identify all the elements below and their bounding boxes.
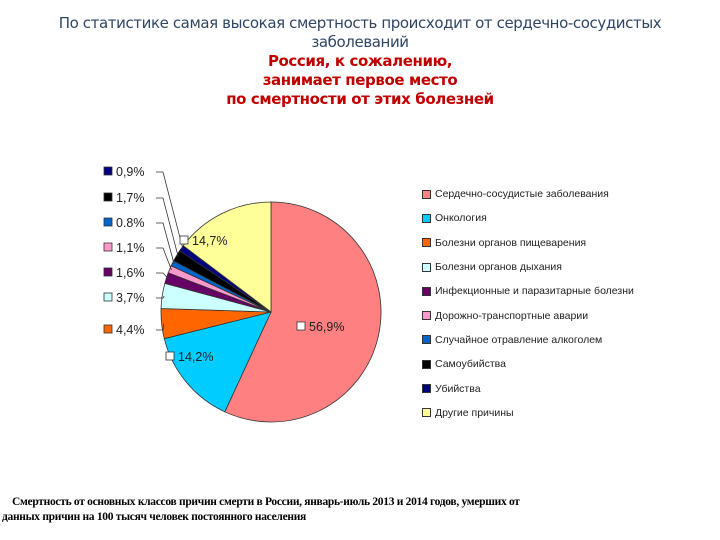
legend-swatch-icon — [422, 359, 431, 369]
pie-label: 3,7% — [103, 291, 165, 305]
label-swatch-icon — [103, 242, 113, 252]
legend-label: Сердечно-сосудистые заболевания — [435, 188, 609, 201]
svg-text:1,1%: 1,1% — [116, 241, 145, 255]
legend-item: Случайное отравление алкоголем — [422, 328, 634, 352]
pie-slice — [163, 311, 272, 413]
legend-item: Болезни органов дыхания — [422, 255, 634, 279]
svg-text:0,9%: 0,9% — [116, 165, 145, 179]
pie-label: 14,7% — [179, 234, 227, 248]
label-swatch-icon — [296, 321, 306, 331]
legend-item: Сердечно-сосудистые заболевания — [422, 182, 634, 206]
legend-swatch-icon — [422, 238, 431, 248]
leader-line — [156, 295, 165, 299]
svg-text:0.8%: 0.8% — [116, 216, 145, 230]
title-line-1: По статистике самая высокая смертность п… — [58, 14, 662, 32]
legend-swatch-icon — [422, 213, 431, 223]
svg-text:4,4%: 4,4% — [116, 323, 145, 337]
slide-title: По статистике самая высокая смертность п… — [0, 14, 720, 109]
legend-swatch-icon — [422, 189, 431, 199]
title-line-3: Россия, к сожалению, — [267, 52, 453, 70]
pie-slices — [160, 201, 382, 423]
legend-swatch-icon — [422, 408, 431, 418]
pie-label: 4,4% — [103, 323, 164, 337]
pie-label: 0.8% — [103, 216, 175, 265]
leader-line — [156, 247, 172, 271]
svg-text:1,6%: 1,6% — [116, 266, 145, 280]
pie-label: 56,9% — [296, 320, 344, 334]
pie-label: 14,2% — [165, 350, 213, 364]
svg-text:1,7%: 1,7% — [116, 191, 145, 205]
legend-label: Убийства — [435, 382, 481, 395]
leader-line — [156, 323, 164, 331]
leader-line — [156, 197, 179, 257]
legend-item: Дорожно-транспортные аварии — [422, 303, 634, 327]
legend-swatch-icon — [422, 335, 431, 345]
chart-caption: Смертность от основных классов причин см… — [2, 495, 702, 525]
leader-line — [156, 171, 184, 250]
pie-label: 1,1% — [103, 241, 172, 271]
title-line-4: занимает первое место — [262, 71, 458, 89]
legend-label: Другие причины — [435, 406, 514, 419]
legend-label: Самоубийства — [435, 358, 506, 371]
label-swatch-icon — [103, 267, 113, 277]
svg-text:3,7%: 3,7% — [116, 291, 145, 305]
pie-label: 0,9% — [103, 165, 184, 250]
leader-line — [156, 222, 175, 265]
pie-labels: 56,9% 14,2% 4,4% 3,7% 1,6% 1,1% 0.8% 1,7% 0,9% 14… — [103, 165, 344, 364]
label-swatch-icon — [103, 166, 113, 176]
legend-item: Инфекционные и паразитарные болезни — [422, 279, 634, 303]
caption-line-2: данных причин на 100 тысяч человек посто… — [2, 511, 306, 523]
title-line-2: заболеваний — [311, 33, 409, 51]
legend-item: Самоубийства — [422, 352, 634, 376]
label-swatch-icon — [165, 351, 175, 361]
label-swatch-icon — [103, 217, 113, 227]
legend-label: Болезни органов дыхания — [435, 261, 562, 274]
leader-line — [156, 272, 169, 279]
legend-item: Онкология — [422, 206, 634, 230]
pie-label: 1,6% — [103, 266, 169, 280]
legend-item: Другие причины — [422, 401, 634, 425]
label-swatch-icon — [103, 292, 113, 302]
legend-swatch-icon — [422, 262, 431, 272]
pie-slice — [224, 201, 382, 423]
legend-swatch-icon — [422, 286, 431, 296]
title-line-5: по смертности от этих болезней — [226, 90, 494, 108]
legend-swatch-icon — [422, 311, 431, 321]
legend-label: Инфекционные и паразитарные болезни — [435, 285, 634, 298]
label-swatch-icon — [103, 192, 113, 202]
legend-swatch-icon — [422, 384, 431, 394]
pie-label: 1,7% — [103, 191, 179, 257]
label-swatch-icon — [103, 324, 113, 334]
legend-label: Онкология — [435, 212, 487, 225]
legend-item: Болезни органов пищеварения — [422, 231, 634, 255]
label-swatch-icon — [179, 235, 189, 245]
caption-line-1: Смертность от основных классов причин см… — [12, 496, 520, 508]
legend-label: Болезни органов пищеварения — [435, 236, 587, 249]
svg-text:14,2%: 14,2% — [178, 350, 213, 364]
svg-text:14,7%: 14,7% — [192, 234, 227, 248]
svg-text:56,9%: 56,9% — [309, 320, 344, 334]
legend-label: Случайное отравление алкоголем — [435, 333, 603, 346]
legend-item: Убийства — [422, 376, 634, 400]
chart-legend: Сердечно-сосудистые заболевания Онкология… — [422, 182, 634, 425]
legend-label: Дорожно-транспортные аварии — [435, 309, 589, 322]
